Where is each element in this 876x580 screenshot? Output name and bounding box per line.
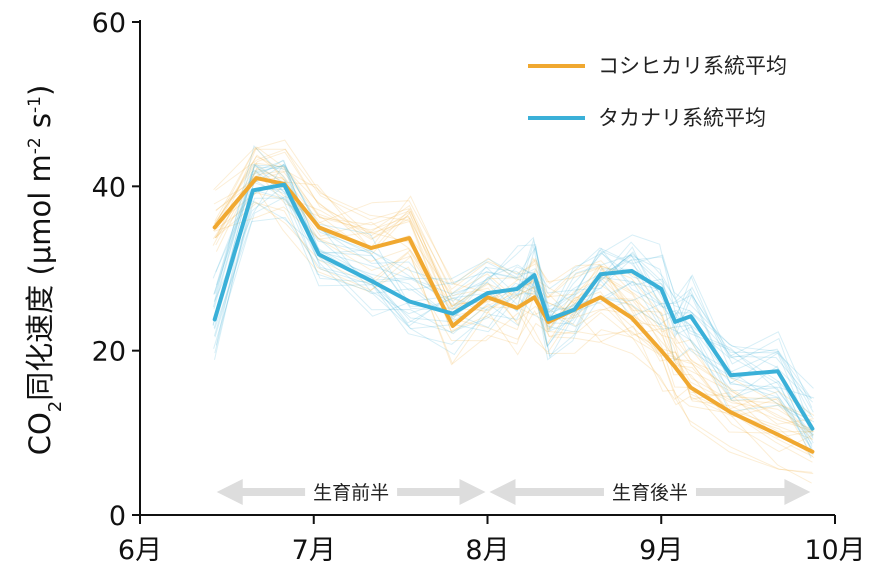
x-tick-label: 10月: [804, 535, 865, 566]
growth-phase-arrows: 生育前半 生育後半: [216, 478, 811, 506]
y-tick-label: 40: [92, 172, 126, 203]
individual-trace-takanari: [213, 188, 814, 439]
y-tick-label: 60: [92, 8, 126, 39]
legend-label-koshihikari: コシヒカリ系統平均: [598, 54, 787, 78]
individual-trace-koshihikari: [215, 154, 813, 422]
phase-arrow-early: 生育前半: [216, 478, 486, 506]
individual-trace-koshihikari: [214, 192, 814, 439]
individual-trace-takanari: [215, 164, 814, 413]
individual-trace-koshihikari: [213, 206, 814, 475]
individual-trace-koshihikari: [214, 202, 812, 484]
individual-trace-takanari: [212, 168, 814, 437]
individual-trace-koshihikari: [214, 139, 812, 430]
individual-trace-takanari: [212, 159, 813, 400]
individual-trace-takanari: [213, 196, 813, 445]
y-tick-label: 0: [109, 501, 126, 532]
phase-arrow-late: 生育後半: [489, 478, 811, 506]
individual-trace-koshihikari: [212, 201, 811, 451]
individual-trace-koshihikari: [214, 189, 813, 473]
individual-trace-takanari: [215, 163, 814, 403]
y-axis-label: CO2同化速度 (μmol m-2 s-1): [23, 85, 66, 456]
phase-label: 生育後半: [612, 482, 688, 504]
x-tick-label: 8月: [465, 535, 509, 566]
individual-trace-takanari: [214, 188, 813, 426]
y-tick-label: 20: [92, 337, 126, 368]
x-tick-label: 7月: [292, 535, 336, 566]
legend-label-takanari: タカナリ系統平均: [598, 106, 766, 130]
mean-series-lines: [212, 176, 815, 454]
x-tick-label: 6月: [118, 535, 162, 566]
individual-trace-koshihikari: [213, 148, 812, 454]
individual-trace-koshihikari: [213, 162, 815, 417]
series-line-koshihikari: [212, 176, 815, 454]
individual-trace-takanari: [214, 216, 815, 423]
individual-trace-takanari: [214, 200, 814, 455]
individual-trace-takanari: [213, 197, 813, 419]
tick-labels: 0 20 40 60 6月 7月 8月 9月 10月: [92, 8, 866, 566]
individual-trace-takanari: [215, 179, 812, 416]
series-line-takanari: [212, 182, 815, 431]
individual-line-traces: [212, 139, 815, 484]
individual-trace-takanari: [213, 145, 813, 408]
phase-label: 生育前半: [313, 482, 389, 504]
axes: [132, 20, 836, 524]
legend: コシヒカリ系統平均 タカナリ系統平均: [528, 54, 787, 130]
x-tick-label: 9月: [639, 535, 683, 566]
individual-trace-takanari: [214, 184, 812, 449]
